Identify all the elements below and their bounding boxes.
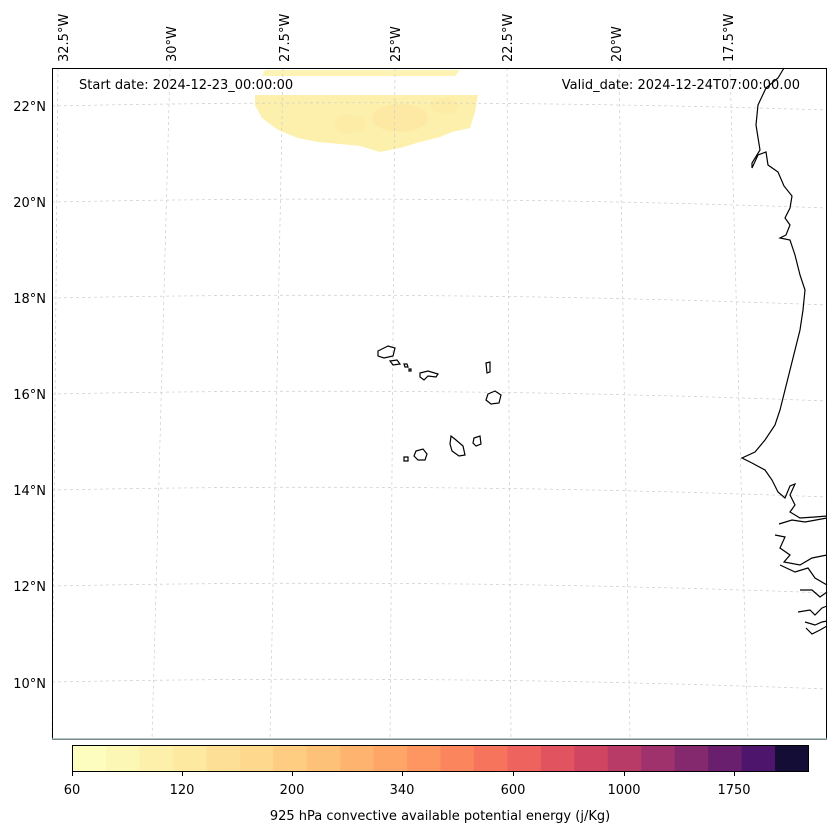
colorbar-swatch [273, 745, 308, 772]
colorbar-tick-label: 1750 [717, 783, 750, 798]
start-date-label: Start date: 2024-12-23_00:00:00 [79, 78, 294, 93]
lat-label: 10°N [13, 677, 46, 692]
colorbar-tick-label: 200 [280, 783, 305, 798]
colorbar-tick-label: 120 [170, 783, 195, 798]
lon-label: 17.5°W [722, 14, 737, 62]
colorbar-title: 925 hPa convective available potential e… [269, 809, 611, 824]
cape-field [255, 70, 478, 152]
africa-coastline [740, 67, 828, 635]
colorbar-tick-label: 600 [501, 783, 526, 798]
colorbar-tick-labels: 60 120 200 340 600 1000 1750 [64, 783, 751, 798]
lon-label: 25°W [389, 26, 404, 62]
cape-verde-islands [377, 345, 502, 462]
map-frame [52, 68, 827, 740]
colorbar-swatch [674, 745, 709, 772]
colorbar-swatch [105, 745, 140, 772]
lat-label: 16°N [13, 388, 46, 403]
colorbar [72, 745, 809, 772]
colorbar-swatch [708, 745, 743, 772]
colorbar-tick-label: 340 [390, 783, 415, 798]
colorbar-swatch [741, 745, 776, 772]
lon-label: 30°W [165, 26, 180, 62]
latitude-labels: 22°N 20°N 18°N 16°N 14°N 12°N 10°N [13, 100, 46, 692]
colorbar-swatch [440, 745, 475, 772]
colorbar-swatch [540, 745, 575, 772]
lon-label: 20°W [610, 26, 625, 62]
colorbar-swatch [340, 745, 375, 772]
colorbar-swatch [641, 745, 676, 772]
colorbar-swatch [407, 745, 441, 772]
colorbar-swatch [206, 745, 241, 772]
colorbar-swatch [139, 745, 174, 772]
colorbar-swatch [775, 745, 809, 772]
colorbar-swatch [373, 745, 408, 772]
colorbar-ticks [72, 772, 735, 776]
colorbar-swatch [607, 745, 642, 772]
colorbar-swatch [507, 745, 542, 772]
colorbar-swatch [172, 745, 207, 772]
lat-label: 22°N [13, 100, 46, 115]
colorbar-swatch [574, 745, 609, 772]
lat-label: 12°N [13, 580, 46, 595]
lon-label: 22.5°W [501, 14, 516, 62]
colorbar-frame [72, 745, 809, 772]
colorbar-swatch [306, 745, 341, 772]
lon-label: 27.5°W [278, 14, 293, 62]
colorbar-swatch [72, 745, 107, 772]
colorbar-swatch [473, 745, 508, 772]
lon-label: 32.5°W [57, 14, 72, 62]
longitude-labels: 32.5°W 30°W 27.5°W 25°W 22.5°W 20°W 17.5… [57, 14, 737, 62]
gridlines [51, 67, 828, 741]
lat-label: 20°N [13, 196, 46, 211]
colorbar-swatch [239, 745, 274, 772]
valid-date-label: Valid_date: 2024-12-24T07:00:00.00 [561, 78, 800, 93]
colorbar-tick-label: 60 [64, 783, 81, 798]
lat-label: 14°N [13, 484, 46, 499]
lat-label: 18°N [13, 292, 46, 307]
colorbar-tick-label: 1000 [607, 783, 640, 798]
